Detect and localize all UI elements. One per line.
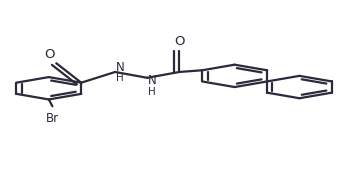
- Text: H: H: [148, 87, 156, 97]
- Text: Br: Br: [46, 112, 59, 125]
- Text: O: O: [174, 35, 185, 48]
- Text: N: N: [148, 74, 157, 87]
- Text: O: O: [45, 48, 55, 61]
- Text: H: H: [116, 73, 124, 83]
- Text: N: N: [116, 61, 125, 74]
